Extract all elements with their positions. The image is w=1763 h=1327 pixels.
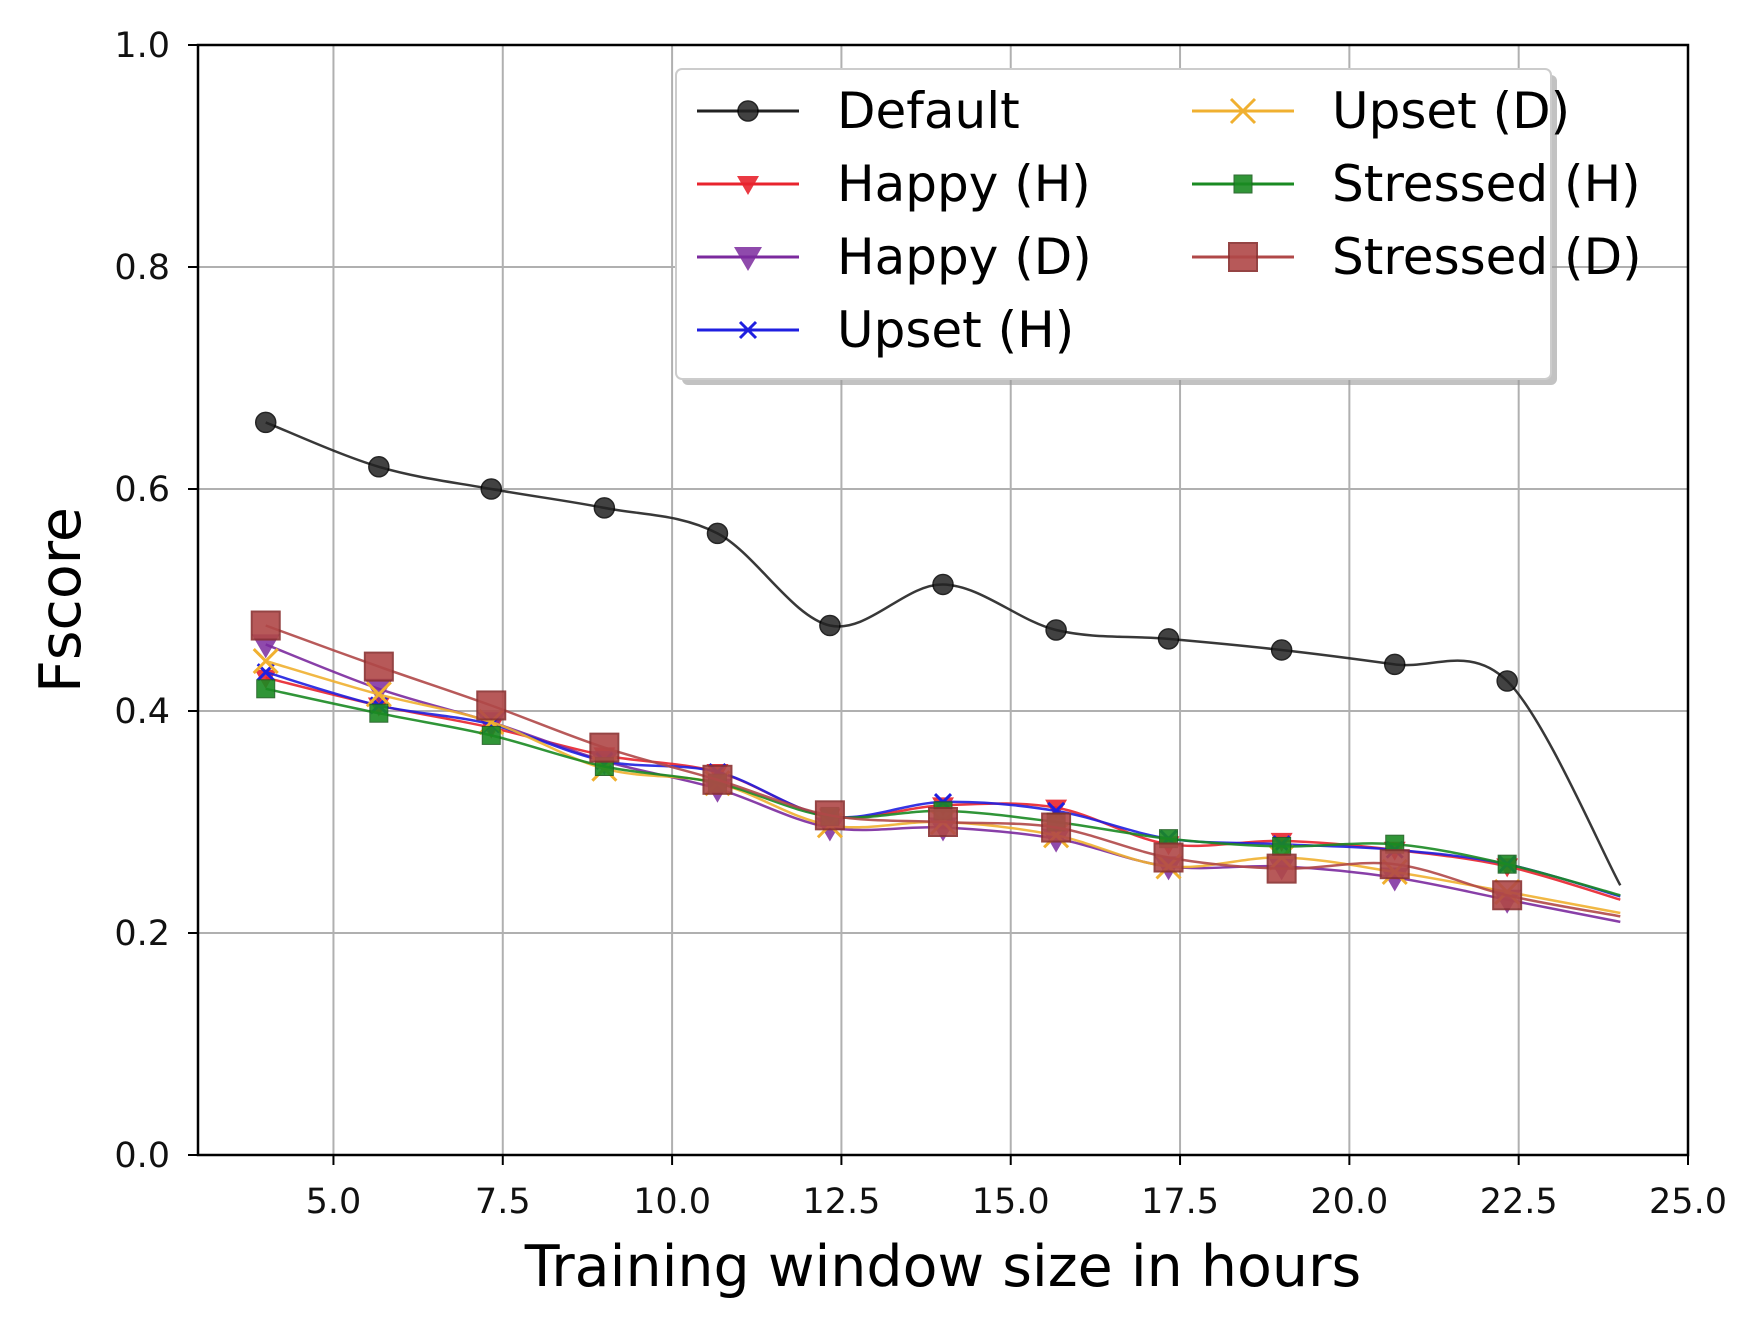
series-upset-d xyxy=(252,647,1621,915)
x-tick-label: 15.0 xyxy=(972,1182,1050,1222)
marker-square xyxy=(928,807,958,837)
marker-square xyxy=(363,651,394,682)
legend-item: Default xyxy=(697,82,1020,140)
marker-square xyxy=(1492,880,1523,911)
x-tick-label: 22.5 xyxy=(1480,1182,1558,1222)
series-line xyxy=(265,670,1621,898)
marker-circle xyxy=(819,614,841,637)
series-upset-h xyxy=(256,663,1621,898)
x-tick-label: 10.0 xyxy=(633,1182,711,1222)
marker-circle xyxy=(254,411,277,434)
marker-square xyxy=(476,690,507,721)
legend-item: Upset (D) xyxy=(1192,82,1570,140)
marker-square xyxy=(481,725,501,745)
marker-x xyxy=(365,681,392,708)
marker-circle xyxy=(1045,619,1067,641)
marker-circle xyxy=(737,100,759,122)
legend-label: Upset (H) xyxy=(837,301,1074,359)
marker-circle xyxy=(368,456,390,478)
marker-triangle xyxy=(364,678,393,703)
legend-item: Upset (H) xyxy=(697,301,1074,359)
ticks: 5.0 7.5 10.0 12.5 15.0 17.5 20.0 22.5 25.0 0.0 0.2… xyxy=(114,26,1727,1222)
x-tick-label: 12.5 xyxy=(802,1182,880,1222)
plot-frame xyxy=(196,43,1690,1157)
marker-square xyxy=(1228,242,1258,272)
x-tick-label: 5.0 xyxy=(306,1182,362,1222)
legend-item: Stressed (H) xyxy=(1192,155,1641,213)
marker-x xyxy=(252,647,279,675)
marker-square xyxy=(1266,853,1297,884)
marker-square xyxy=(814,800,845,831)
series-stressed-d xyxy=(250,610,1621,918)
marker-circle xyxy=(932,573,954,596)
marker-circle xyxy=(1270,639,1293,661)
y-axis-label: Fscore xyxy=(28,507,94,693)
marker-square xyxy=(250,610,281,641)
legend-label: Default xyxy=(837,82,1020,140)
legend-label: Upset (D) xyxy=(1332,82,1570,140)
series-happy-h xyxy=(254,669,1621,901)
y-tick-label: 0.4 xyxy=(114,692,170,732)
y-tick-label: 0.8 xyxy=(114,248,170,288)
legend-label: Happy (D) xyxy=(837,228,1092,286)
y-tick-label: 0.6 xyxy=(114,470,170,510)
marker-circle xyxy=(480,478,503,500)
marker-circle xyxy=(593,497,616,519)
legend-item: Happy (D) xyxy=(697,228,1092,286)
x-tick-label: 7.5 xyxy=(475,1182,531,1222)
series-layer xyxy=(250,411,1622,924)
series-line xyxy=(265,624,1621,918)
marker-square xyxy=(589,732,620,763)
marker-circle xyxy=(1383,653,1406,676)
legend-label: Stressed (H) xyxy=(1332,155,1641,213)
legend: Default Happy (H) Happy (D) Upset (H) Upset … xyxy=(675,68,1642,385)
marker-square xyxy=(1379,849,1410,880)
legend-item: Stressed (D) xyxy=(1192,228,1642,286)
marker-triangle xyxy=(737,176,759,195)
marker-x xyxy=(738,320,758,340)
x-axis-label: Training window size in hours xyxy=(524,1234,1361,1300)
marker-triangle xyxy=(734,247,762,271)
marker-square xyxy=(256,679,276,699)
marker-circle xyxy=(1157,628,1180,650)
x-tick-label: 17.5 xyxy=(1141,1182,1219,1222)
marker-square xyxy=(1272,836,1292,856)
legend-item: Happy (H) xyxy=(697,155,1091,213)
marker-square xyxy=(369,703,389,723)
series-default xyxy=(254,411,1622,886)
marker-square xyxy=(1233,174,1253,194)
marker-square xyxy=(1497,854,1517,874)
marker-circle xyxy=(706,522,729,545)
series-happy-d xyxy=(251,634,1621,924)
series-line xyxy=(265,643,1621,924)
marker-square xyxy=(1041,812,1072,843)
y-tick-label: 0.0 xyxy=(114,1136,170,1176)
y-tick-label: 0.2 xyxy=(114,914,170,954)
y-tick-label: 1.0 xyxy=(114,26,170,66)
marker-circle xyxy=(1496,670,1518,692)
legend-box xyxy=(675,68,1552,380)
legend-label: Happy (H) xyxy=(837,155,1091,213)
x-tick-label: 25.0 xyxy=(1649,1182,1727,1222)
marker-square xyxy=(702,764,733,795)
legend-label: Stressed (D) xyxy=(1332,228,1642,286)
marker-x xyxy=(1229,97,1257,125)
x-tick-label: 20.0 xyxy=(1310,1182,1388,1222)
marker-square xyxy=(1153,842,1184,873)
